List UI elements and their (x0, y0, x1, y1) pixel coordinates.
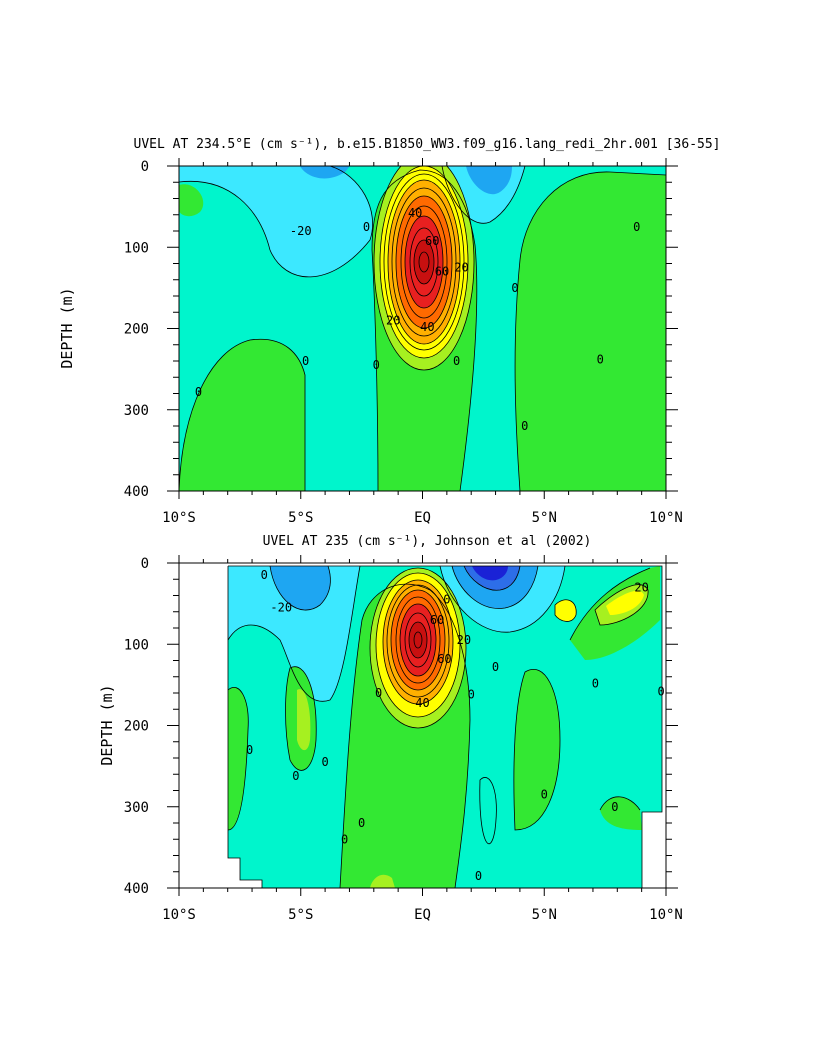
panel-top: UVEL AT 234.5°E (cm s⁻¹), b.e15.B1850_WW… (58, 137, 721, 526)
y-axis-label-top: DEPTH (m) (58, 287, 76, 368)
panel-bottom: UVEL AT 235 (cm s⁻¹), Johnson et al (200… (98, 534, 683, 923)
contour-label: 0 (246, 743, 253, 757)
contour-label: 40 (408, 206, 422, 220)
fill-positive-se-obs (600, 796, 642, 830)
x-tick-label: 5°N (532, 907, 557, 923)
x-tick-label: EQ (414, 510, 431, 526)
contour-label: 0 (358, 816, 365, 830)
fill-negative-2-obs-west (270, 566, 331, 611)
contour-label: 60 (435, 265, 449, 279)
fill-negative-2-north (466, 166, 512, 195)
fill-positive-east (515, 171, 666, 491)
x-tick-label: 10°N (649, 510, 683, 526)
y-axis-label-bottom: DEPTH (m) (98, 684, 116, 765)
contour-label: 0 (475, 869, 482, 883)
x-tick-label: 5°S (288, 510, 313, 526)
contour-label: 0 (375, 686, 382, 700)
contour-label: 0 (468, 688, 475, 702)
y-tick-label: 400 (124, 484, 149, 500)
contour-label: 20 (454, 261, 468, 275)
fill-positive-west-small (179, 184, 204, 217)
contour-label: 0 (443, 593, 450, 607)
contour-label: 60 (425, 234, 439, 248)
contour-label: 40 (420, 320, 434, 334)
y-tick-label: 200 (124, 322, 149, 338)
y-tick-label: 400 (124, 881, 149, 897)
contour-label: 0 (611, 800, 618, 814)
y-tick-label: 200 (124, 719, 149, 735)
y-tick-label: 0 (141, 159, 149, 175)
contour-label: -20 (290, 224, 312, 238)
contour-label: 20 (457, 633, 471, 647)
contour-label: 0 (292, 769, 299, 783)
contour-label: 0 (633, 220, 640, 234)
chart-title-bottom: UVEL AT 235 (cm s⁻¹), Johnson et al (200… (263, 534, 592, 549)
x-tick-label: 10°S (162, 907, 196, 923)
contour-label: 0 (363, 220, 370, 234)
chart-title-top: UVEL AT 234.5°E (cm s⁻¹), b.e15.B1850_WW… (134, 137, 721, 152)
contour-label: 0 (592, 676, 599, 690)
fill-positive-north-mid-obs (513, 669, 560, 830)
fill-euc-obs-core (409, 622, 427, 658)
contour-label: 0 (341, 832, 348, 846)
fill-negative-1 (179, 166, 373, 277)
fill-positive-west-edge-obs (228, 687, 249, 830)
contour-label: 0 (658, 684, 665, 698)
contour-label: 20 (634, 580, 648, 594)
contour-lines-bottom (227, 565, 663, 888)
y-tick-label: 300 (124, 800, 149, 816)
contour-label: 0 (195, 385, 202, 399)
x-tick-label: 10°N (649, 907, 683, 923)
x-tick-label: EQ (414, 907, 431, 923)
contour-label: -20 (270, 601, 292, 615)
contour-label: 0 (541, 788, 548, 802)
y-tick-label: 100 (124, 637, 149, 653)
contour-label: 0 (511, 281, 518, 295)
contour-label: 0 (373, 358, 380, 372)
y-tick-label: 0 (141, 556, 149, 572)
fill-positive-5s-core-obs (297, 689, 311, 751)
contour-label: 0 (321, 755, 328, 769)
fill-positive-ne-yellow-obs (606, 590, 644, 615)
fill-euc-core (414, 240, 434, 284)
fill-positive-bottom-obs (370, 874, 395, 888)
contour-label: 0 (302, 354, 309, 368)
fill-negative-4-obs (472, 566, 508, 581)
contour-label: 0 (453, 354, 460, 368)
x-tick-label: 5°N (532, 510, 557, 526)
fill-negative-1-obs (228, 566, 360, 702)
contour-label: 0 (492, 660, 499, 674)
fill-positive-lower-left (179, 339, 305, 491)
contour-lines-top (179, 166, 666, 491)
contour-label: 0 (597, 352, 604, 366)
contour-label: 0 (521, 419, 528, 433)
y-tick-label: 100 (124, 240, 149, 256)
contour-label: 60 (437, 652, 451, 666)
x-tick-label: 5°S (288, 907, 313, 923)
contour-label: 60 (430, 613, 444, 627)
contour-label: 20 (386, 313, 400, 327)
fill-positive-n-yellow-obs (555, 599, 577, 622)
contour-label: 40 (415, 696, 429, 710)
y-tick-label: 300 (124, 403, 149, 419)
contour-label: 0 (261, 568, 268, 582)
x-tick-label: 10°S (162, 510, 196, 526)
